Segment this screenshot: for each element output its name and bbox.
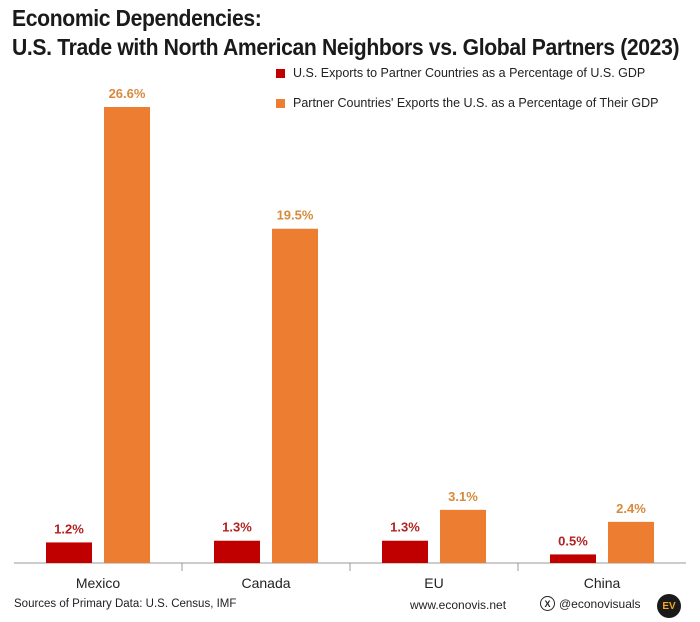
legend: U.S. Exports to Partner Countries as a P… [276,62,659,122]
value-label-partner-exports-canada: 19.5% [277,208,314,223]
value-label-partner-exports-mexico: 26.6% [109,86,146,101]
title-line-1: Economic Dependencies: [12,5,262,31]
category-label-mexico: Mexico [76,575,121,591]
value-label-us-exports-canada: 1.3% [222,520,252,535]
bar-chart: 1.2% 26.6% Mexico 1.3% 19.5% Canada 1.3% 3.1% EU… [14,86,686,591]
social-handle-text: @econovisuals [559,596,641,611]
value-label-partner-exports-china: 2.4% [616,501,646,516]
category-label-eu: EU [424,575,443,591]
bar-us-exports-mexico [46,542,92,563]
legend-label-us-exports: U.S. Exports to Partner Countries as a P… [293,66,646,80]
sources-note: Sources of Primary Data: U.S. Census, IM… [14,598,237,610]
bar-us-exports-canada [214,540,260,563]
bar-us-exports-eu [382,540,428,563]
bar-us-exports-china [550,554,596,563]
bar-partner-exports-eu [440,509,486,563]
legend-item-partner-exports: Partner Countries' Exports the U.S. as a… [276,92,659,114]
website-link[interactable]: www.econovis.net [410,598,507,612]
value-label-us-exports-eu: 1.3% [390,520,420,535]
legend-swatch-partner-exports [276,98,285,108]
category-label-china: China [584,575,621,591]
value-label-us-exports-china: 0.5% [558,533,588,548]
bar-partner-exports-mexico [104,107,150,563]
category-label-canada: Canada [241,575,290,591]
bar-partner-exports-canada [272,228,318,563]
legend-item-us-exports: U.S. Exports to Partner Countries as a P… [276,62,659,84]
chart-title: Economic Dependencies: U.S. Trade with N… [12,4,680,62]
legend-swatch-us-exports [276,68,285,78]
title-line-2: U.S. Trade with North American Neighbors… [12,34,680,60]
value-label-partner-exports-eu: 3.1% [448,489,478,504]
x-logo-icon: X [540,596,555,611]
econovis-logo-icon: EV [657,594,681,618]
bar-partner-exports-china [608,521,654,563]
legend-label-partner-exports: Partner Countries' Exports the U.S. as a… [293,96,659,110]
value-label-us-exports-mexico: 1.2% [54,521,84,536]
social-handle[interactable]: X @econovisuals [540,596,641,611]
